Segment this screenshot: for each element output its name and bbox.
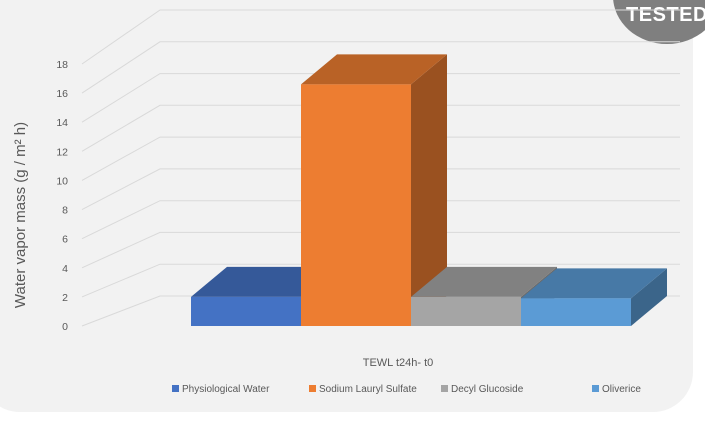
- bar-sodium-lauryl-sulfate: [301, 54, 447, 327]
- gridline-6: [81, 200, 680, 240]
- legend-swatch: [441, 385, 448, 392]
- bar-front-face: [301, 84, 411, 327]
- y-tick-label: 12: [56, 146, 68, 158]
- legend-swatch: [309, 385, 316, 392]
- bar-side-face: [631, 268, 667, 326]
- x-axis-category-label: TEWL t24h- t0: [363, 357, 434, 369]
- bar-top-face: [521, 268, 667, 299]
- y-tick-labels: 0 2 4 6 8 10 12 14 16 18: [56, 59, 68, 333]
- y-tick-label: 0: [62, 321, 68, 333]
- y-tick-label: 6: [62, 234, 68, 246]
- legend-swatch: [172, 385, 179, 392]
- bar-front-face: [521, 298, 631, 326]
- legend-item: Decyl Glucoside: [441, 384, 524, 395]
- bar-top-face: [411, 266, 557, 297]
- legend-label: Oliverice: [602, 384, 641, 395]
- legend-swatch: [592, 385, 599, 392]
- legend-item: Oliverice: [592, 384, 641, 395]
- y-tick-label: 2: [62, 292, 68, 304]
- bar-front-face: [191, 296, 301, 326]
- y-tick-label: 14: [56, 117, 68, 129]
- grid-layer: [81, 9, 680, 327]
- legend: Physiological Water Sodium Lauryl Sulfate…: [172, 384, 641, 395]
- bar-side-face: [411, 54, 447, 326]
- gridline-4: [81, 231, 680, 269]
- legend-label: Sodium Lauryl Sulfate: [319, 384, 417, 395]
- gridline-14: [81, 73, 680, 123]
- y-axis-label: Water vapor mass (g / m² h): [12, 122, 29, 308]
- legend-item: Physiological Water: [172, 384, 270, 395]
- gridline-2: [81, 263, 680, 298]
- bar-oliverice: [521, 268, 667, 326]
- gridline-10: [81, 136, 680, 181]
- bar-front-face: [411, 296, 521, 326]
- legend-item: Sodium Lauryl Sulfate: [309, 384, 417, 395]
- bars-layer: [191, 54, 667, 327]
- gridline-12: [81, 104, 680, 152]
- y-tick-label: 16: [56, 88, 68, 100]
- gridline-18: [81, 9, 680, 65]
- y-tick-label: 18: [56, 59, 68, 71]
- y-tick-label: 4: [62, 263, 68, 275]
- bar-top-face: [301, 54, 447, 85]
- bar-top-face: [191, 266, 337, 297]
- legend-label: Physiological Water: [182, 384, 270, 395]
- legend-label: Decyl Glucoside: [451, 384, 524, 395]
- gridline-16: [81, 41, 680, 94]
- y-tick-label: 10: [56, 175, 68, 187]
- y-tick-label: 8: [62, 205, 68, 217]
- gridline-8: [81, 168, 680, 211]
